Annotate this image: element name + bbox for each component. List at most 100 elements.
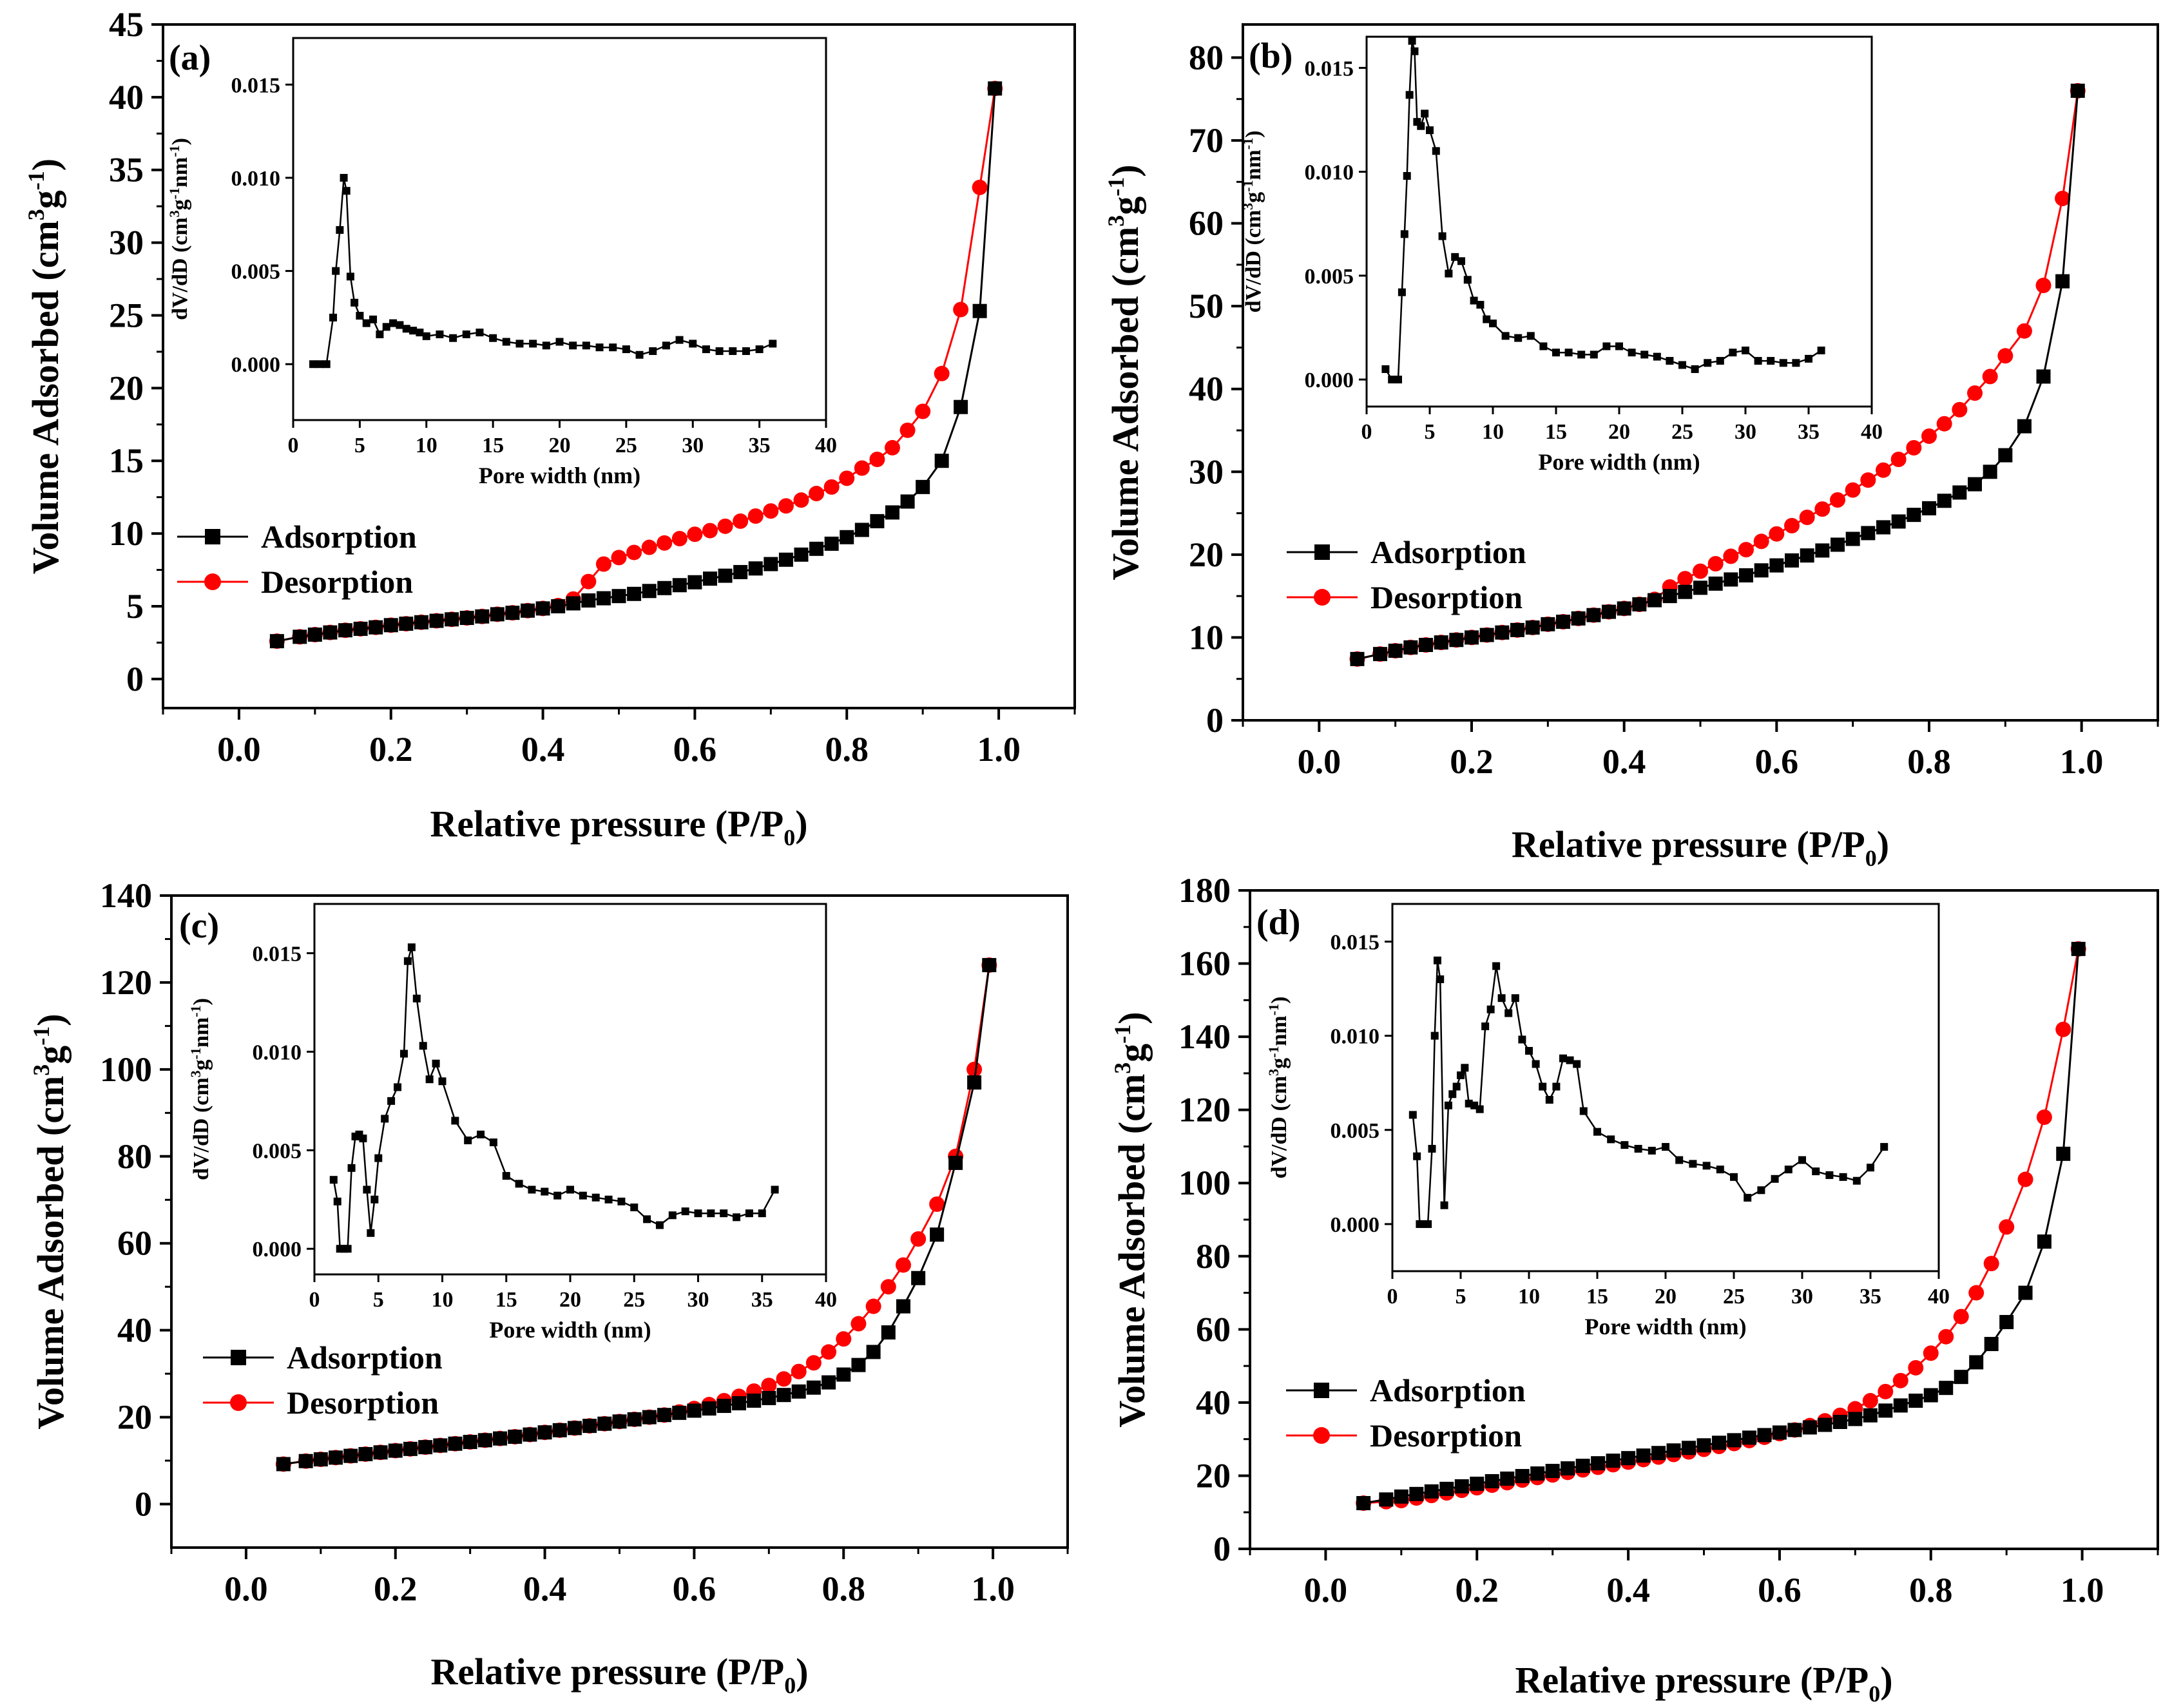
y-tick-label: 120 <box>1178 1091 1231 1129</box>
legend: Adsorption Desorption <box>1287 534 1526 615</box>
pore-distribution-point <box>1716 1166 1724 1174</box>
inset-y-axis-title: dV/dD (cm3g-1nm-1) <box>187 998 213 1180</box>
desorption-point <box>611 550 627 566</box>
x-tick-label: 0.6 <box>673 1569 716 1608</box>
adsorption-point <box>535 601 550 616</box>
x-tick-label: 0.2 <box>1450 742 1494 781</box>
desorption-point <box>717 518 733 534</box>
inset-x-tick-label: 40 <box>815 434 837 457</box>
adsorption-point <box>611 589 626 604</box>
pore-distribution-point <box>370 1195 379 1204</box>
pore-distribution-point <box>1730 1173 1738 1181</box>
pore-distribution-point <box>1457 1071 1465 1079</box>
pore-distribution-point <box>649 347 657 355</box>
pore-distribution-point <box>451 1117 459 1125</box>
series-adsorption <box>1356 941 2086 1511</box>
pore-distribution-point <box>1729 349 1737 357</box>
desorption-point <box>1906 440 1922 456</box>
inset-x-tick-label: 15 <box>1545 420 1567 444</box>
adsorption-point <box>1922 501 1936 515</box>
x-tick-label: 0.2 <box>369 730 413 769</box>
adsorption-point <box>776 1388 791 1403</box>
adsorption-point <box>2037 1234 2052 1249</box>
x-axis-title: Relative pressure (P/P0) <box>430 803 807 850</box>
adsorption-point <box>353 621 368 636</box>
adsorption-point <box>703 571 717 586</box>
inset-x-tick-label: 15 <box>482 434 504 457</box>
legend-label: Adsorption <box>287 1339 443 1376</box>
pore-distribution-point <box>1552 1082 1561 1091</box>
pore-distribution-point <box>1408 37 1416 45</box>
adsorption-point <box>1984 1337 1999 1352</box>
adsorption-point <box>672 1405 687 1420</box>
adsorption-point <box>687 575 702 590</box>
x-tick-label: 0.0 <box>217 730 261 769</box>
pore-distribution-point <box>595 343 604 352</box>
desorption-point <box>1723 548 1739 564</box>
pore-distribution-point <box>715 347 724 355</box>
adsorption-point <box>916 479 930 494</box>
desorption-point <box>880 1279 896 1295</box>
legend-circle-marker <box>1314 589 1331 606</box>
pore-distribution-point <box>489 1138 497 1147</box>
desorption-point <box>1938 1329 1954 1345</box>
desorption-point <box>854 460 870 476</box>
x-tick-label: 0.8 <box>822 1569 866 1608</box>
pore-distribution-point <box>515 340 524 348</box>
desorption-point <box>1738 542 1754 558</box>
adsorption-point <box>567 1421 582 1435</box>
pore-distribution-point <box>1779 359 1787 367</box>
y-tick-label: 10 <box>1189 618 1224 657</box>
adsorption-point <box>747 1393 762 1408</box>
y-axis-title: Volume Adsorbed (cm3g-1) <box>1103 164 1146 580</box>
y-tick-label: 80 <box>1189 38 1224 77</box>
inset-x-tick-label: 5 <box>373 1288 384 1312</box>
adsorption-point <box>505 606 520 620</box>
inset-x-tick-label: 5 <box>1425 420 1436 444</box>
pore-distribution-point <box>1754 357 1762 365</box>
adsorption-point <box>733 564 748 579</box>
pore-distribution-point <box>1400 230 1408 238</box>
pore-distribution-point <box>394 1083 402 1091</box>
adsorption-point <box>338 623 352 638</box>
adsorption-point <box>1439 1481 1454 1496</box>
pore-distribution-point <box>403 957 412 965</box>
adsorption-point <box>1409 1486 1424 1501</box>
pore-distribution-point <box>609 343 617 352</box>
desorption-point <box>885 439 900 456</box>
adsorption-point <box>2018 1285 2033 1300</box>
pore-distribution-point <box>1640 350 1649 359</box>
adsorption-point <box>388 1443 403 1458</box>
adsorption-point <box>778 552 793 567</box>
pore-distribution-point <box>1552 349 1560 357</box>
adsorption-point <box>1586 608 1601 622</box>
pore-distribution-point <box>363 1185 371 1194</box>
inset-x-tick-label: 5 <box>354 434 365 457</box>
pore-distribution-point <box>362 319 370 327</box>
adsorption-point <box>972 303 987 318</box>
adsorption-point <box>885 505 899 520</box>
panel-c: 0.0 0.2 0.4 0.6 0.8 1.0020406080100120140Rela… <box>28 876 1069 1698</box>
adsorption-point <box>1394 1489 1408 1504</box>
pore-distribution-point <box>1653 352 1661 361</box>
panel-label: (b) <box>1249 36 1293 76</box>
adsorption-point <box>537 1425 552 1440</box>
adsorption-point <box>1556 615 1570 629</box>
adsorption-point <box>836 1367 851 1382</box>
inset-x-tick-label: 40 <box>1928 1285 1950 1309</box>
desorption-point <box>1830 492 1845 508</box>
adsorption-point <box>1908 1394 1923 1408</box>
adsorption-point <box>566 596 581 611</box>
inset-x-tick-label: 5 <box>1456 1285 1466 1309</box>
pore-distribution-point <box>1798 1156 1806 1164</box>
y-tick-label: 100 <box>1178 1164 1231 1202</box>
pore-distribution-point <box>1470 296 1478 305</box>
inset-x-tick-label: 20 <box>1608 420 1630 444</box>
adsorption-point <box>1525 620 1540 635</box>
adsorption-point <box>627 1412 642 1426</box>
inset-x-tick-label: 15 <box>495 1288 517 1312</box>
adsorption-point <box>824 536 839 551</box>
desorption-point <box>2035 278 2052 293</box>
inset: 0 5 10 15 20 25 30 35 40 0.000 0.005 0.010 0.015 Pore… <box>1240 35 1883 475</box>
inset-x-tick-label: 35 <box>749 434 771 457</box>
